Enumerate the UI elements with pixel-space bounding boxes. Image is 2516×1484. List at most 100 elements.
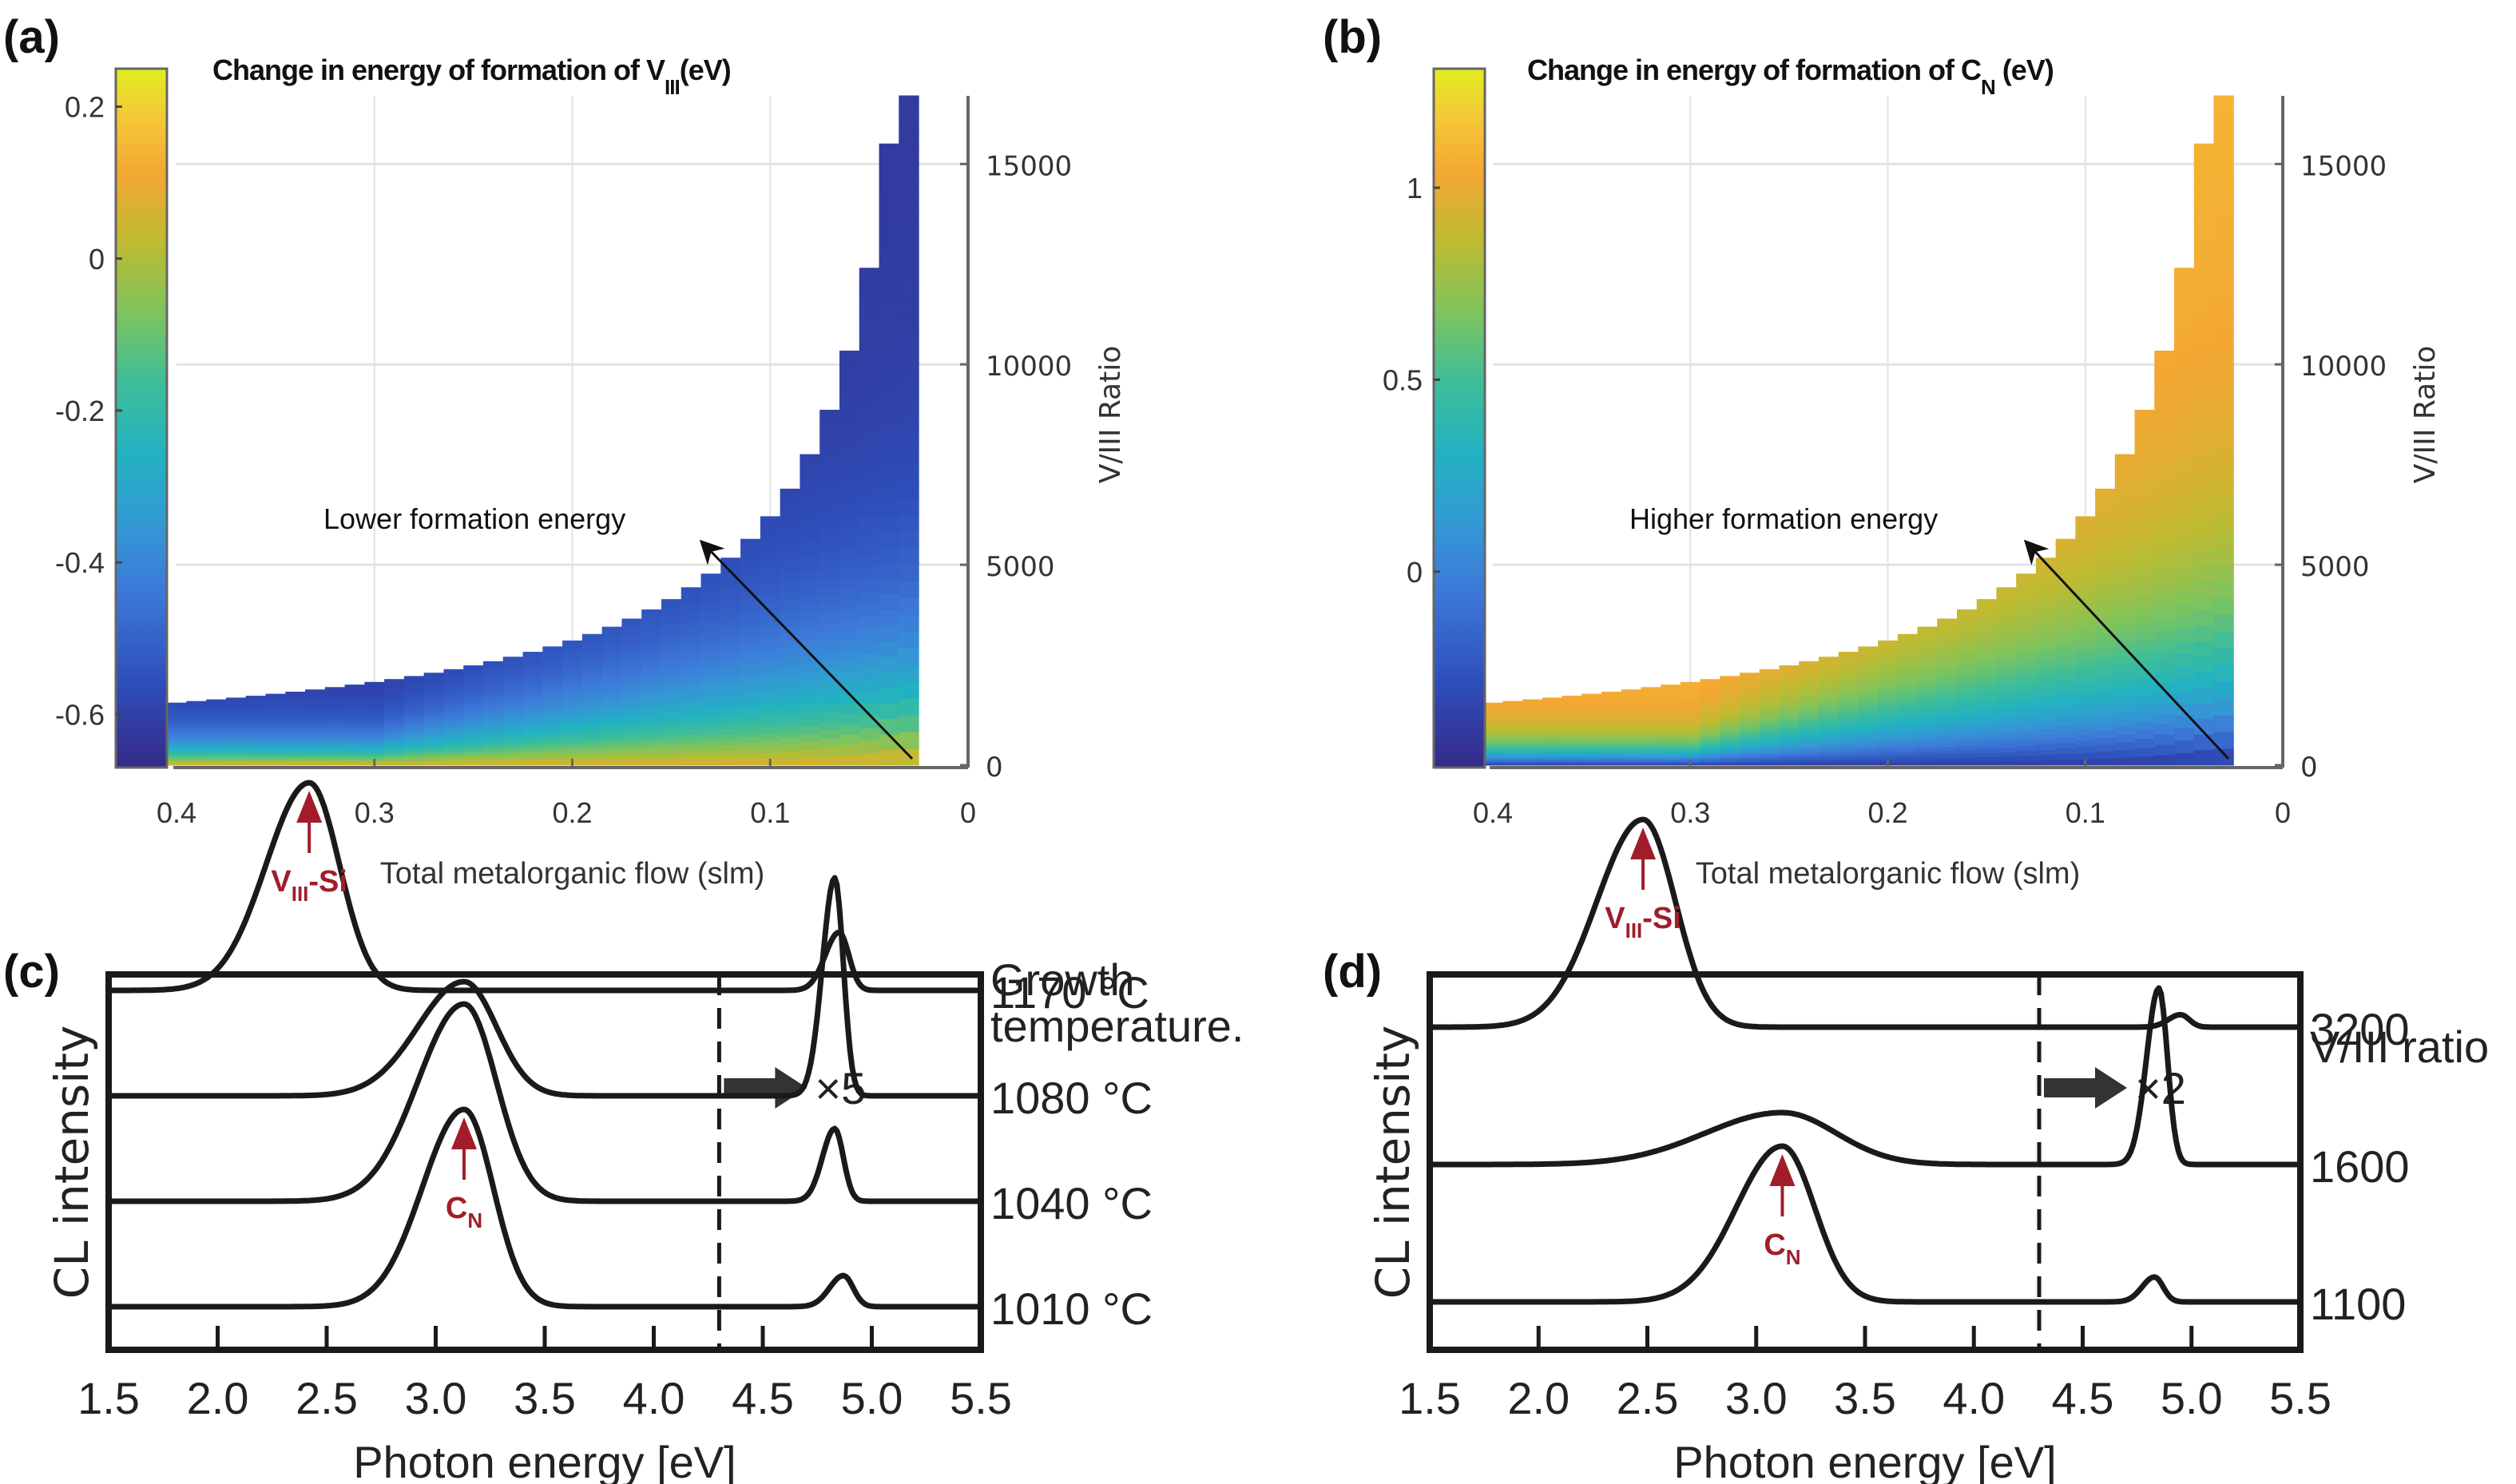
heatmap-cell: [2154, 412, 2175, 424]
heatmap-cell: [1641, 751, 1661, 754]
heatmap-cell: [2193, 749, 2215, 766]
heatmap-cell: [1720, 693, 1740, 697]
heatmap-cell: [1937, 637, 1958, 641]
heatmap-cell: [423, 755, 445, 759]
heatmap-cell: [166, 716, 187, 720]
heatmap-cell: [641, 648, 662, 653]
heatmap-cell: [1562, 740, 1582, 744]
heatmap-cell: [581, 644, 603, 649]
heatmap-cell: [879, 205, 899, 222]
heatmap-cell: [522, 680, 543, 684]
heatmap-cell: [443, 724, 464, 728]
heatmap-cell: [2075, 528, 2096, 536]
heatmap-cell: [285, 726, 306, 729]
heatmap-cell: [2174, 429, 2195, 443]
heatmap-cell: [542, 735, 563, 740]
heatmap-cell: [1878, 680, 1899, 685]
heatmap-cell: [186, 732, 207, 736]
heatmap-cell: [384, 728, 405, 732]
heatmap-cell: [700, 692, 721, 699]
heatmap-cell: [601, 720, 623, 724]
heatmap-cell: [2193, 345, 2215, 362]
heatmap-cell: [265, 697, 286, 700]
heatmap-cell: [2035, 589, 2057, 595]
heatmap-cell: [2016, 578, 2037, 585]
heatmap-cell: [720, 599, 741, 605]
heatmap-cell: [1542, 761, 1563, 764]
heatmap-cell: [305, 725, 326, 728]
heatmap-cell: [225, 761, 247, 764]
heatmap-cell: [1917, 637, 1938, 641]
heatmap-cell: [839, 443, 860, 455]
heatmap-cell: [859, 565, 880, 580]
heatmap-cell: [2055, 691, 2076, 698]
heatmap-cell: [2016, 617, 2037, 623]
heatmap-cell: [1996, 649, 2017, 655]
heatmap-cell: [1759, 676, 1780, 680]
heatmap-cell: [542, 681, 563, 686]
heatmap-cell: [859, 304, 880, 319]
heatmap-cell: [1601, 704, 1622, 708]
heatmap-cell: [780, 571, 801, 580]
heatmap-cell: [285, 740, 306, 744]
heatmap-cell: [384, 734, 405, 738]
heatmap-cell: [225, 708, 247, 711]
heatmap-cell: [621, 637, 642, 641]
heatmap-cell: [1661, 702, 1681, 706]
heatmap-cell: [522, 677, 543, 681]
heatmap-cell: [2095, 495, 2116, 504]
series-label: 1040 °C: [990, 1178, 1153, 1228]
heatmap-cell: [681, 613, 702, 620]
heatmap-cell: [186, 721, 207, 724]
heatmap-cell: [1562, 724, 1582, 728]
heatmap-cell: [364, 698, 385, 702]
heatmap-cell: [1897, 680, 1919, 684]
heatmap-cell: [562, 743, 583, 748]
heatmap-cell: [1740, 696, 1760, 699]
heatmap-cell: [2213, 547, 2234, 565]
heatmap-cell: [720, 640, 741, 647]
heatmap-cell: [879, 749, 899, 766]
heatmap-cell: [502, 661, 524, 666]
heatmap-cell: [403, 707, 425, 711]
heatmap-cell: [780, 744, 801, 752]
heatmap-cell: [700, 707, 721, 713]
heatmap-cell: [601, 744, 623, 748]
heatmap-cell: [1621, 744, 1642, 747]
heatmap-cell: [1720, 744, 1740, 748]
heatmap-cell: [1601, 733, 1622, 736]
heatmap-cell: [1897, 748, 1919, 753]
heatmap-cell: [1621, 745, 1642, 749]
colorbar: [114, 67, 169, 769]
heatmap-cell: [819, 445, 840, 455]
heatmap-cell: [720, 645, 741, 652]
heatmap-cell: [225, 763, 247, 766]
heatmap-cell: [899, 581, 919, 598]
heatmap-cell: [2154, 702, 2175, 714]
heatmap-cell: [1897, 696, 1919, 700]
heatmap-cell: [1542, 724, 1563, 728]
heatmap-cell: [800, 640, 820, 649]
peak-label: VIII-Si: [1605, 902, 1681, 942]
heatmap-cell: [483, 762, 504, 766]
heatmap-cell: [423, 751, 445, 755]
heatmap-cell: [879, 671, 899, 688]
heatmap-cell: [1621, 755, 1642, 759]
heatmap-cell: [1799, 704, 1820, 709]
heatmap-cell: [502, 727, 524, 731]
heatmap-cell: [899, 329, 919, 347]
heatmap-cell: [1917, 692, 1938, 697]
heatmap-cell: [1542, 743, 1563, 746]
heatmap-cell: [1858, 693, 1879, 698]
heatmap-cell: [265, 716, 286, 720]
heatmap-cell: [780, 702, 801, 711]
heatmap-cell: [562, 653, 583, 657]
heatmap-cell: [1740, 704, 1760, 708]
heatmap-cell: [423, 707, 445, 711]
heatmap-cell: [542, 752, 563, 757]
heatmap-cell: [265, 743, 286, 747]
heatmap-cell: [641, 756, 662, 762]
heatmap-cell: [324, 741, 346, 744]
heatmap-cell: [1720, 711, 1740, 715]
heatmap-cell: [1858, 747, 1879, 751]
